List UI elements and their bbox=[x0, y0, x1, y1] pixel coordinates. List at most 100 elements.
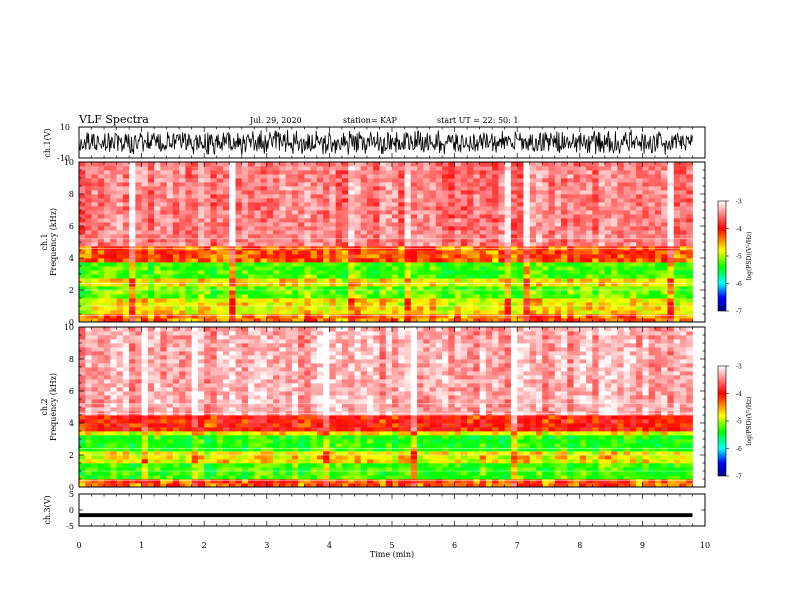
spectrogram-cell bbox=[110, 254, 117, 259]
spectrogram-cell bbox=[172, 483, 180, 488]
spectrogram-cell bbox=[554, 234, 562, 239]
spectrogram-cell bbox=[166, 451, 174, 456]
spectrogram-cell bbox=[185, 286, 193, 291]
spectrogram-cell bbox=[354, 286, 362, 291]
spectrogram-cell bbox=[554, 447, 562, 452]
spectrogram-cell bbox=[523, 463, 531, 468]
spectrogram-cell bbox=[379, 282, 387, 287]
spectrogram-cell bbox=[579, 451, 587, 456]
spectrogram-cell bbox=[648, 447, 656, 452]
spectrogram-cell bbox=[504, 250, 512, 255]
spectrogram-cell bbox=[85, 451, 92, 456]
spectrogram-cell bbox=[79, 190, 86, 195]
spectrogram-cell bbox=[335, 238, 343, 243]
spectrogram-cell bbox=[285, 254, 293, 259]
spectrogram-cell bbox=[535, 294, 543, 299]
spectrogram-cell bbox=[373, 182, 380, 187]
spectrogram-cell bbox=[679, 463, 687, 468]
spectrogram-cell bbox=[510, 230, 518, 235]
spectrogram-cell bbox=[517, 282, 524, 287]
spectrogram-cell bbox=[122, 475, 130, 480]
spectrogram-cell bbox=[85, 226, 92, 231]
spectrogram-cell bbox=[542, 451, 549, 456]
spectrogram-cell bbox=[611, 238, 618, 243]
spectrogram-cell bbox=[197, 290, 205, 295]
spectrogram-cell bbox=[586, 314, 593, 319]
spectrogram-cell bbox=[673, 314, 681, 319]
spectrogram-cell bbox=[373, 270, 380, 275]
spectrogram-cell bbox=[291, 475, 299, 480]
spectrogram-cell bbox=[191, 447, 199, 452]
spectrogram-cell bbox=[498, 182, 506, 187]
spectrogram-cell bbox=[222, 270, 230, 275]
spectrogram-cell bbox=[435, 294, 443, 299]
spectrogram-cell bbox=[404, 282, 412, 287]
spectrogram-cell bbox=[636, 447, 643, 452]
spectrogram-cell bbox=[273, 266, 280, 271]
spectrogram-cell bbox=[561, 294, 568, 299]
spectrogram-cell bbox=[248, 210, 255, 215]
spectrogram-cell bbox=[648, 314, 656, 319]
spectrogram-cell bbox=[435, 202, 443, 207]
spectrogram-cell bbox=[598, 447, 606, 452]
spectrogram-cell bbox=[467, 475, 474, 480]
spectrogram-cell bbox=[529, 455, 537, 460]
spectrogram-cell bbox=[654, 455, 662, 460]
spectrogram-cell bbox=[229, 254, 236, 259]
spectrogram-cell bbox=[623, 162, 631, 167]
spectrogram-cell bbox=[485, 238, 493, 243]
spectrogram-cell bbox=[129, 306, 136, 311]
spectrogram-cell bbox=[629, 483, 637, 488]
spectrogram-cell bbox=[279, 254, 286, 259]
spectrogram-cell bbox=[417, 254, 424, 259]
spectrogram-cell bbox=[542, 230, 549, 235]
spectrogram-cell bbox=[354, 190, 362, 195]
spectrogram-cell bbox=[485, 222, 493, 227]
spectrogram-cell bbox=[122, 198, 130, 203]
spectrogram-cell bbox=[442, 262, 449, 267]
spectrogram-cell bbox=[216, 294, 224, 299]
spectrogram-cell bbox=[79, 483, 86, 488]
spectrogram-cell bbox=[679, 447, 687, 452]
spectrogram-cell bbox=[392, 262, 399, 267]
spectrogram-cell bbox=[485, 310, 493, 315]
spectrogram-cell bbox=[648, 459, 656, 464]
spectrogram-cell bbox=[623, 230, 631, 235]
spectrogram-cell bbox=[473, 475, 481, 480]
spectrogram-cell bbox=[298, 463, 305, 468]
spectrogram-cell bbox=[172, 451, 180, 456]
spectrogram-cell bbox=[492, 266, 499, 271]
spectrogram-cell bbox=[542, 302, 549, 307]
spectrogram-cell bbox=[561, 234, 568, 239]
spectrogram-cell bbox=[335, 166, 343, 171]
spectrogram-cell bbox=[97, 198, 105, 203]
spectrogram-cell bbox=[504, 298, 512, 303]
spectrogram-cell bbox=[110, 214, 117, 219]
spectrogram-cell bbox=[341, 190, 349, 195]
spectrogram-cell bbox=[435, 174, 443, 179]
spectrogram-cell bbox=[460, 222, 468, 227]
spectrogram-cell bbox=[498, 198, 506, 203]
spectrogram-cell bbox=[392, 242, 399, 247]
spectrogram-cell bbox=[467, 443, 474, 448]
spectrogram-cell bbox=[611, 250, 618, 255]
spectrogram-cell bbox=[222, 443, 230, 448]
spectrogram-cell bbox=[442, 214, 449, 219]
spectrogram-cell bbox=[216, 310, 224, 315]
spectrogram-cell bbox=[323, 190, 330, 195]
spectrogram-cell bbox=[579, 178, 587, 183]
spectrogram-cell bbox=[460, 170, 468, 175]
spectrogram-cell bbox=[604, 202, 612, 207]
spectrogram-cell bbox=[197, 218, 205, 223]
spectrogram-cell bbox=[535, 226, 543, 231]
spectrogram-cell bbox=[611, 270, 618, 275]
spectrogram-cell bbox=[97, 282, 105, 287]
spectrogram-cell bbox=[266, 455, 274, 460]
spectrogram-cell bbox=[398, 302, 405, 307]
spectrogram-cell bbox=[417, 162, 424, 167]
spectrogram-cell bbox=[485, 218, 493, 223]
spectrogram-cell bbox=[598, 318, 606, 323]
spectrogram-cell bbox=[686, 182, 693, 187]
spectrogram-cell bbox=[498, 178, 506, 183]
spectrogram-cell bbox=[410, 254, 418, 259]
